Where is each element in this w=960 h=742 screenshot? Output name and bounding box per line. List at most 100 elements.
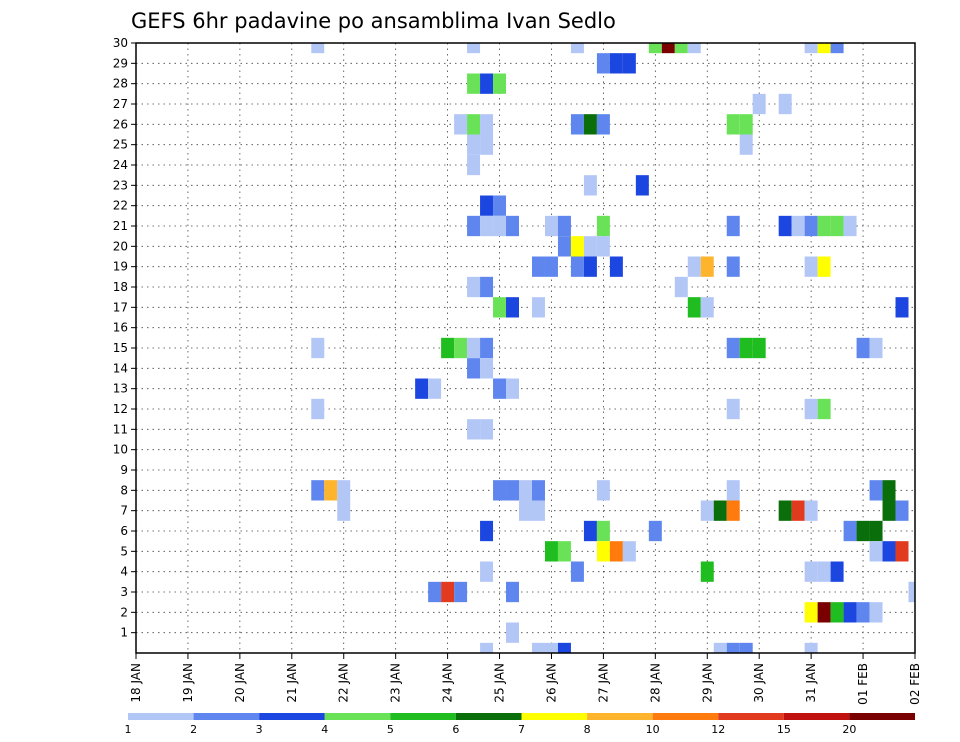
heatmap-cell bbox=[596, 541, 610, 562]
heatmap-cell bbox=[454, 337, 468, 359]
heatmap-cell bbox=[467, 419, 481, 440]
colorbar-swatch bbox=[783, 713, 850, 720]
heatmap-cell bbox=[856, 602, 870, 623]
x-tick-label: 02 FEB bbox=[908, 663, 922, 705]
heatmap-cell bbox=[480, 276, 494, 298]
y-tick-label: 12 bbox=[113, 402, 128, 416]
heatmap-cell bbox=[687, 297, 701, 318]
colorbar-swatch bbox=[128, 713, 194, 720]
heatmap-cell bbox=[493, 480, 507, 501]
heatmap-cell bbox=[557, 642, 571, 653]
heatmap-cell bbox=[791, 215, 805, 237]
heatmap-cell bbox=[817, 256, 831, 277]
heatmap-cell bbox=[570, 236, 584, 257]
heatmap-cell bbox=[570, 561, 584, 582]
heatmap-cell bbox=[804, 602, 818, 623]
heatmap-cell bbox=[583, 236, 597, 257]
heatmap-cell bbox=[739, 642, 753, 653]
heatmap-cell bbox=[467, 337, 481, 359]
colorbar-label: 5 bbox=[387, 723, 394, 736]
x-tick-label: 26 JAN bbox=[544, 663, 558, 703]
heatmap-cell bbox=[596, 53, 610, 74]
heatmap-cell bbox=[752, 337, 766, 359]
y-tick-label: 13 bbox=[113, 382, 128, 396]
heatmap-cell bbox=[739, 114, 753, 135]
heatmap-cell bbox=[804, 561, 818, 582]
heatmap-cell bbox=[570, 256, 584, 277]
heatmap-cell bbox=[583, 256, 597, 277]
heatmap-cell bbox=[843, 520, 857, 542]
heatmap-cell bbox=[869, 602, 883, 623]
y-tick-label: 18 bbox=[113, 280, 128, 294]
heatmap-cell bbox=[531, 500, 545, 521]
heatmap-cell bbox=[493, 215, 507, 237]
heatmap-cell bbox=[467, 114, 481, 135]
heatmap-cell bbox=[817, 602, 831, 623]
y-tick-label: 28 bbox=[113, 77, 128, 91]
heatmap-cell bbox=[726, 256, 740, 277]
heatmap-cell bbox=[882, 480, 896, 501]
y-tick-label: 4 bbox=[120, 565, 128, 579]
y-tick-label: 8 bbox=[120, 483, 128, 497]
y-tick-label: 17 bbox=[113, 300, 128, 314]
heatmap-cell bbox=[583, 520, 597, 542]
heatmap-cell bbox=[596, 215, 610, 237]
x-tick-label: 30 JAN bbox=[752, 663, 766, 703]
colorbar-label: 12 bbox=[711, 723, 725, 736]
heatmap-cell bbox=[869, 541, 883, 562]
heatmap-cell bbox=[506, 378, 519, 399]
heatmap-cell bbox=[674, 43, 688, 54]
heatmap-cell bbox=[544, 256, 558, 277]
y-tick-label: 27 bbox=[113, 97, 128, 111]
heatmap-cell bbox=[622, 53, 636, 74]
y-tick-label: 23 bbox=[113, 178, 128, 192]
heatmap-cell bbox=[739, 337, 753, 359]
heatmap-cell bbox=[583, 114, 597, 135]
heatmap-cells bbox=[311, 43, 915, 653]
colorbar-label: 20 bbox=[842, 723, 856, 736]
colorbar-swatch bbox=[587, 713, 653, 720]
colorbar-label: 1 bbox=[125, 723, 132, 736]
heatmap-cell bbox=[583, 175, 597, 196]
heatmap-cell bbox=[869, 520, 883, 542]
y-tick-label: 6 bbox=[120, 524, 128, 538]
x-tick-label: 24 JAN bbox=[441, 663, 455, 703]
heatmap-cell bbox=[596, 520, 610, 542]
x-axis: 18 JAN 19 JAN 20 JAN 21 JAN 22 JAN 23 JAN 24 J… bbox=[129, 653, 922, 705]
heatmap-cell bbox=[687, 43, 701, 54]
heatmap-cell bbox=[506, 622, 519, 643]
y-tick-label: 5 bbox=[120, 544, 128, 558]
heatmap-cell bbox=[856, 520, 870, 542]
heatmap-cell bbox=[480, 561, 494, 582]
chart-title: GEFS 6hr padavine po ansamblima Ivan Sed… bbox=[131, 9, 616, 33]
colorbar-label: 7 bbox=[518, 723, 525, 736]
heatmap-cell bbox=[480, 520, 494, 542]
colorbar-swatch bbox=[718, 713, 784, 720]
y-tick-label: 24 bbox=[113, 158, 128, 172]
heatmap-cell bbox=[804, 43, 818, 54]
heatmap-cell bbox=[882, 541, 896, 562]
heatmap-cell bbox=[843, 215, 857, 237]
heatmap-cell bbox=[817, 43, 831, 54]
heatmap-cell bbox=[415, 378, 429, 399]
heatmap-cell bbox=[467, 276, 481, 298]
x-tick-label: 28 JAN bbox=[648, 663, 662, 703]
y-tick-label: 15 bbox=[113, 341, 128, 355]
y-tick-label: 11 bbox=[113, 422, 128, 436]
colorbar: 1 2 3 4 5 6 7 8 10 12 15 20 bbox=[125, 713, 915, 736]
heatmap-cell bbox=[467, 43, 481, 54]
heatmap-cell bbox=[778, 215, 792, 237]
heatmap-cell bbox=[480, 215, 494, 237]
heatmap-cell bbox=[726, 215, 740, 237]
heatmap-cell bbox=[609, 53, 623, 74]
colorbar-label: 4 bbox=[321, 723, 328, 736]
heatmap-cell bbox=[648, 43, 662, 54]
y-tick-label: 25 bbox=[113, 138, 128, 152]
heatmap-cell bbox=[531, 297, 545, 318]
heatmap-cell bbox=[726, 398, 740, 420]
x-tick-label: 19 JAN bbox=[181, 663, 195, 703]
heatmap-cell bbox=[687, 256, 701, 277]
heatmap-cell bbox=[726, 480, 740, 501]
heatmap-cell bbox=[609, 541, 623, 562]
grid-lines bbox=[135, 42, 916, 653]
